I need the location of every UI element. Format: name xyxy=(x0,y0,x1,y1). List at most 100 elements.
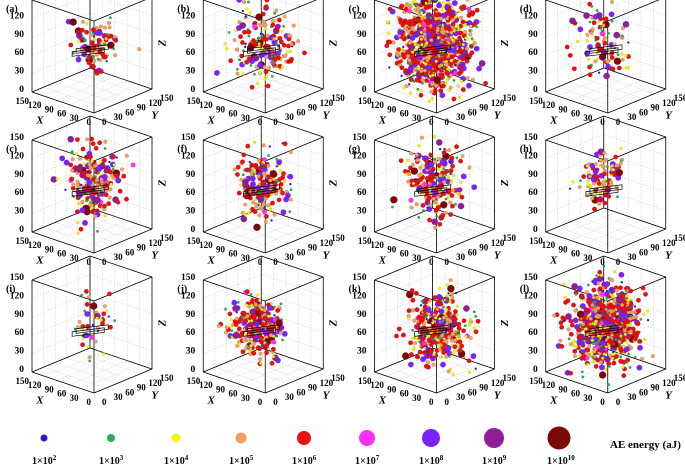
z-tick-label: 60 xyxy=(186,48,196,58)
data-point xyxy=(476,65,483,72)
data-point xyxy=(281,171,286,177)
y-axis-label: Y xyxy=(323,250,331,262)
data-point xyxy=(408,61,412,65)
data-point xyxy=(436,167,441,171)
data-point xyxy=(88,359,92,363)
data-point xyxy=(483,80,489,86)
data-point xyxy=(428,74,432,78)
data-point xyxy=(602,264,606,268)
data-point xyxy=(407,65,414,72)
legend-label: 1×1010 xyxy=(547,454,575,467)
data-point xyxy=(406,49,412,55)
data-point xyxy=(255,13,263,21)
data-point xyxy=(96,30,103,37)
data-point xyxy=(469,50,475,56)
y-tick-label: 30 xyxy=(627,112,637,122)
data-point xyxy=(438,147,442,151)
data-point xyxy=(234,47,239,52)
data-point xyxy=(615,163,620,168)
data-point xyxy=(435,299,441,305)
data-point xyxy=(426,20,432,26)
data-point xyxy=(585,362,590,367)
data-point xyxy=(115,156,119,159)
data-point xyxy=(236,300,240,304)
y-tick-label: 150 xyxy=(160,233,174,243)
data-point xyxy=(440,165,444,169)
data-point xyxy=(571,302,577,308)
data-point xyxy=(257,213,262,218)
x-tick-label: 90 xyxy=(45,384,55,394)
y-tick-label: 150 xyxy=(160,93,174,103)
z-tick-label: 150 xyxy=(10,0,25,3)
y-tick-label: 0 xyxy=(616,117,621,127)
data-point xyxy=(390,196,398,204)
specimen-box xyxy=(75,44,109,54)
data-point xyxy=(425,360,430,365)
data-point xyxy=(288,150,293,155)
data-point xyxy=(643,337,647,342)
data-point xyxy=(82,219,88,226)
data-point xyxy=(576,310,585,318)
data-point xyxy=(633,355,637,359)
z-tick-label: 90 xyxy=(15,310,25,320)
data-point xyxy=(289,56,294,62)
data-point xyxy=(585,32,590,38)
data-point xyxy=(416,87,420,91)
data-point xyxy=(620,34,624,38)
data-point xyxy=(275,334,279,338)
data-point xyxy=(439,92,446,99)
data-point xyxy=(450,37,455,42)
data-point xyxy=(288,197,293,202)
data-point xyxy=(433,207,439,213)
x-tick-label: 60 xyxy=(571,249,581,259)
data-point xyxy=(572,317,579,324)
data-point xyxy=(70,157,75,162)
data-point xyxy=(251,350,257,356)
data-point xyxy=(431,362,436,367)
data-point xyxy=(428,202,433,207)
data-point xyxy=(266,174,272,180)
data-point xyxy=(234,28,238,33)
data-point xyxy=(130,162,136,168)
data-point xyxy=(417,215,421,219)
data-point xyxy=(444,33,448,37)
y-tick-label: 0 xyxy=(273,117,278,127)
legend-item: 1×106 xyxy=(292,431,317,467)
data-point xyxy=(646,309,650,313)
data-point xyxy=(413,341,418,346)
data-point xyxy=(252,313,257,319)
data-point xyxy=(639,317,643,321)
data-point xyxy=(616,65,622,71)
y-tick-label: 0 xyxy=(445,257,450,267)
data-point xyxy=(87,154,93,160)
data-point xyxy=(111,167,115,171)
x-axis-label: X xyxy=(549,114,558,126)
data-point xyxy=(461,328,467,334)
data-point xyxy=(440,361,446,368)
y-tick-label: 150 xyxy=(674,373,685,383)
data-point xyxy=(424,1,428,5)
data-point xyxy=(112,163,116,167)
data-point xyxy=(615,296,623,304)
data-point xyxy=(90,159,94,163)
data-point xyxy=(588,324,594,330)
data-point xyxy=(89,206,94,210)
data-point xyxy=(452,58,458,64)
data-point xyxy=(263,26,268,31)
data-point xyxy=(429,178,434,183)
x-tick-label: 60 xyxy=(57,389,67,399)
panel-label: (b) xyxy=(177,4,189,15)
data-point xyxy=(277,35,283,41)
data-point xyxy=(95,325,101,331)
data-point xyxy=(431,218,439,226)
x-tick-label: 90 xyxy=(387,384,397,394)
legend-item: 1×102 xyxy=(32,434,57,467)
data-point xyxy=(591,287,597,293)
data-point xyxy=(454,291,458,295)
z-axis-label: Z xyxy=(156,39,168,47)
data-point xyxy=(590,196,595,201)
data-point xyxy=(472,326,476,330)
data-point xyxy=(95,177,100,182)
data-point xyxy=(411,336,415,341)
z-tick-label: 30 xyxy=(528,207,538,217)
